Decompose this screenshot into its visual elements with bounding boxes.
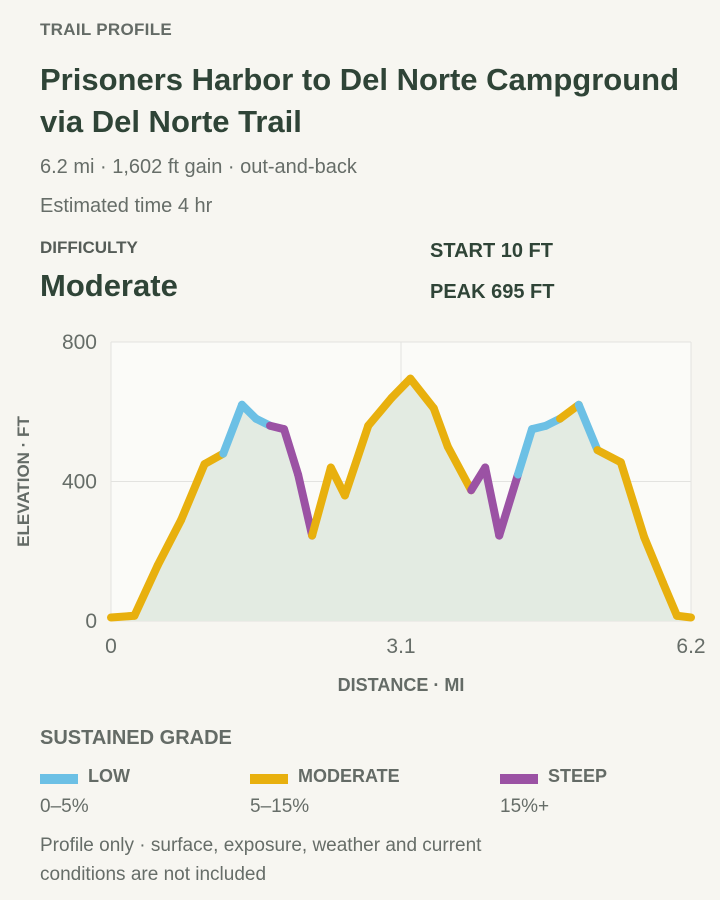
y-tick-label: 400: [62, 471, 97, 494]
eyebrow-label: TRAIL PROFILE: [40, 20, 173, 39]
profile-segment-moderate: [177, 460, 209, 524]
y-tick-label: 800: [62, 331, 97, 354]
legend-name-moderate: MODERATE: [298, 766, 400, 786]
profile-segment-moderate: [153, 515, 186, 570]
profile-segment-moderate: [593, 446, 625, 467]
profile-segment-moderate: [387, 374, 415, 402]
elevation-area: [111, 378, 691, 621]
start-elevation: START 10 FT: [430, 240, 553, 262]
y-tick-label: 0: [85, 610, 97, 633]
x-axis-label: DISTANCE · MI: [338, 675, 465, 695]
peak-elevation: PEAK 695 FT: [430, 281, 555, 303]
profile-segment-moderate: [364, 393, 396, 430]
profile-segment-low: [219, 400, 246, 458]
profile-segment-moderate: [130, 561, 162, 620]
x-tick-label: 0: [105, 635, 117, 658]
profile-segment-moderate: [406, 374, 438, 413]
elevation-chart: 0 400 800 0 3.1 6.2 DISTANCE · MI ELEVATION ·…: [14, 331, 706, 695]
legend-swatch-low: [40, 774, 78, 784]
profile-segment-moderate: [308, 463, 335, 540]
profile-segment-steep: [280, 425, 303, 479]
legend-swatch-moderate: [250, 774, 288, 784]
x-tick-label: 6.2: [676, 635, 705, 658]
legend-range-steep: 15%+: [500, 796, 550, 817]
disclaimer-note: Profile only · surface, exposure, weathe…: [40, 835, 482, 885]
difficulty-label: DIFFICULTY: [40, 238, 138, 257]
profile-segment-moderate: [443, 442, 476, 495]
legend-range-moderate: 5–15%: [250, 796, 310, 817]
profile-segment-steep: [495, 470, 522, 540]
legend-range-low: 0–5%: [40, 796, 89, 817]
y-axis-label: ELEVATION · FT: [14, 416, 33, 547]
profile-segment-moderate: [340, 421, 373, 500]
profile-segment-moderate: [429, 404, 452, 451]
profile-segment-moderate: [672, 611, 695, 622]
trail-title: Prisoners Harbor to Del Norte Campground…: [40, 62, 680, 139]
legend-title: SUSTAINED GRADE: [40, 727, 232, 749]
profile-segment-moderate: [658, 578, 681, 620]
profile-segment-moderate: [640, 533, 667, 587]
difficulty-value: Moderate: [40, 268, 178, 303]
profile-segment-steep: [294, 470, 317, 540]
legend-swatch-steep: [500, 774, 538, 784]
legend-name-low: LOW: [88, 766, 130, 786]
profile-segment-moderate: [616, 458, 649, 542]
x-tick-label: 3.1: [386, 635, 415, 658]
profile-segment-low: [513, 425, 536, 479]
legend-name-steep: STEEP: [548, 766, 608, 786]
trail-stats: 6.2 mi · 1,602 ft gain · out-and-back: [40, 156, 357, 178]
profile-segment-low: [574, 400, 602, 455]
profile-segment-steep: [481, 463, 504, 540]
estimated-time: Estimated time 4 hr: [40, 195, 213, 217]
